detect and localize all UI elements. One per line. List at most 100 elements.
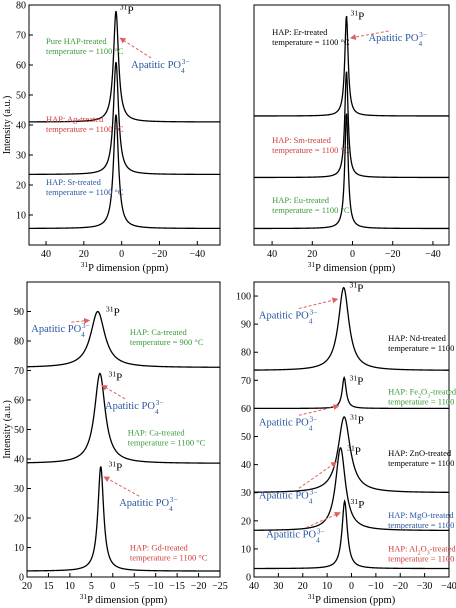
peak-31p-label: 31P [350, 412, 364, 427]
spectrum-line [254, 15, 449, 117]
y-tick-label: 60 [241, 404, 251, 415]
series-label: temperature = 1100 °C [46, 187, 124, 197]
x-tick-label: −20 [152, 249, 168, 260]
chart-panel-top-right: 40 20 0 −20 −40 31P dimension (ppm) HAP: Er-tr… [253, 4, 450, 275]
spectrum-line [253, 447, 449, 532]
x-tick-label: 20 [22, 581, 32, 592]
x-axis-label: 31P dimension (ppm) [308, 592, 396, 607]
apatitic-label: Apatitic PO43− [119, 495, 177, 513]
series-label: HAP: Sm-treated [272, 135, 332, 145]
apatitic-label: Apatitic PO43− [31, 321, 89, 339]
x-tick-label: −20 [385, 249, 401, 260]
x-tick-label: 10 [322, 581, 332, 592]
series-label: Pure HAP-treated [46, 36, 107, 46]
y-tick-label: 0 [19, 573, 24, 584]
y-tick-label: 80 [241, 348, 251, 359]
x-tick-label: −15 [169, 581, 185, 592]
x-tick-label: −5 [129, 581, 140, 592]
series-label: temperature = 1100 °C [46, 46, 124, 56]
series-label: HAP: Ca-treated [128, 427, 186, 437]
x-tick-label: −20 [392, 581, 408, 592]
series-label: temperature = 1100 °C [46, 124, 124, 134]
x-tick-label: −20 [191, 581, 207, 592]
annotation-arrow [298, 297, 339, 310]
series-label: HAP: Al2O3-treated [388, 544, 456, 557]
annotation-arrow [349, 30, 389, 40]
y-tick-label: 50 [16, 91, 26, 102]
y-tick-label: 30 [16, 151, 26, 162]
x-tick-label: 0 [350, 249, 355, 260]
series-label: HAP: Sr-treated [46, 177, 102, 187]
y-tick-label: 30 [14, 484, 24, 495]
peak-31p-label: 31P [106, 304, 120, 319]
apatitic-label: Apatitic PO43− [259, 414, 317, 432]
y-tick-label: 40 [241, 460, 251, 471]
peak-31p-label: 31P [120, 2, 134, 17]
spectrum-line [28, 10, 220, 123]
spectrum-line [29, 61, 220, 176]
series-label: temperature = 1100 °C [388, 458, 456, 468]
x-tick-label: 20 [298, 581, 308, 592]
y-tick-label: 70 [16, 31, 26, 42]
y-tick-label: 60 [14, 396, 24, 407]
apatitic-label: Apatitic PO43− [105, 397, 163, 415]
peak-31p-label: 31P [108, 459, 122, 474]
y-tick-label: 0 [246, 573, 251, 584]
x-tick-label: 5 [89, 581, 94, 592]
x-tick-label: 30 [273, 581, 283, 592]
annotation-arrow [119, 37, 152, 59]
chart-panel-top-left: 40 20 0 −20 −40 10 20 30 40 50 60 70 80 31P dimension… [2, 1, 221, 274]
peak-31p-label: 31P [350, 8, 364, 23]
series-label: temperature = 1100 °C [272, 37, 350, 47]
y-tick-label: 10 [14, 543, 24, 554]
y-axis-label: Intensity (a.u.) [2, 400, 13, 459]
x-tick-label: −10 [368, 581, 384, 592]
x-tick-label: 0 [119, 249, 124, 260]
annotation-arrow [305, 512, 341, 529]
spectrum-line [254, 498, 449, 570]
series-label: temperature = 1100 °C [388, 520, 456, 530]
series-label: HAP: Fe2O3-treated [388, 386, 456, 399]
x-tick-label: 40 [41, 249, 51, 260]
series-label: temperature = 1100 °C [130, 552, 208, 562]
series-label: HAP: Ag-treated [46, 114, 104, 124]
series-label: HAP: Nd-treated [388, 333, 447, 343]
spectrum-line [253, 286, 449, 371]
y-tick-label: 20 [16, 181, 26, 192]
y-tick-label: 90 [14, 307, 24, 318]
y-tick-label: 80 [16, 1, 26, 12]
y-tick-label: 70 [14, 366, 24, 377]
apatitic-label: Apatitic PO43− [259, 487, 317, 505]
series-label: HAP: Ca-treated [130, 327, 188, 337]
peak-31p-label: 31P [351, 496, 365, 511]
x-tick-label: 40 [249, 581, 259, 592]
x-axis-label: 31P dimension (ppm) [80, 592, 168, 607]
apatitic-label: Apatitic PO43− [259, 307, 317, 325]
series-label: temperature = 1100 °C [272, 145, 350, 155]
plot-frame [253, 4, 450, 246]
y-tick-label: 60 [16, 61, 26, 72]
x-tick-label: 20 [79, 249, 89, 260]
y-tick-label: 70 [241, 376, 251, 387]
y-tick-label: 20 [241, 516, 251, 527]
series-label: temperature = 1100 °C [272, 205, 350, 215]
x-tick-label: 15 [43, 581, 53, 592]
spectrum-line [29, 114, 220, 230]
x-tick-label: −10 [148, 581, 164, 592]
series-label: temperature = 900 °C [130, 337, 204, 347]
series-label: HAP: MgO-treated [388, 510, 454, 520]
x-tick-label: −30 [417, 581, 433, 592]
y-tick-label: 20 [14, 514, 24, 525]
x-tick-label: 40 [267, 249, 277, 260]
y-tick-label: 10 [16, 211, 26, 222]
series-label: temperature = 1100 °C [128, 437, 206, 447]
series-label: HAP: Er-treated [272, 27, 328, 37]
x-tick-label: −40 [189, 249, 205, 260]
y-tick-label: 90 [241, 320, 251, 331]
apatitic-label: Apatitic PO43− [369, 30, 427, 48]
x-axis-label: 31P dimension (ppm) [308, 260, 396, 275]
spectrum-line [27, 466, 220, 572]
peak-31p-label: 31P [347, 443, 361, 458]
spectrum-line [254, 375, 449, 410]
